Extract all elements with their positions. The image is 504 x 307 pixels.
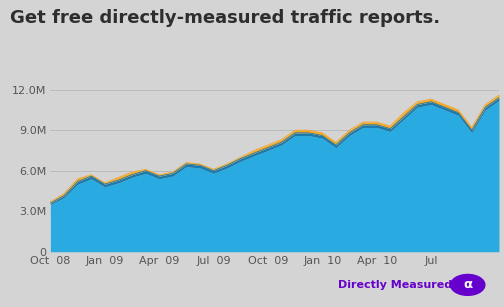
Text: Directly Measured: Directly Measured: [338, 280, 452, 290]
Text: α: α: [463, 278, 472, 291]
Text: Get free directly-measured traffic reports.: Get free directly-measured traffic repor…: [10, 9, 440, 27]
